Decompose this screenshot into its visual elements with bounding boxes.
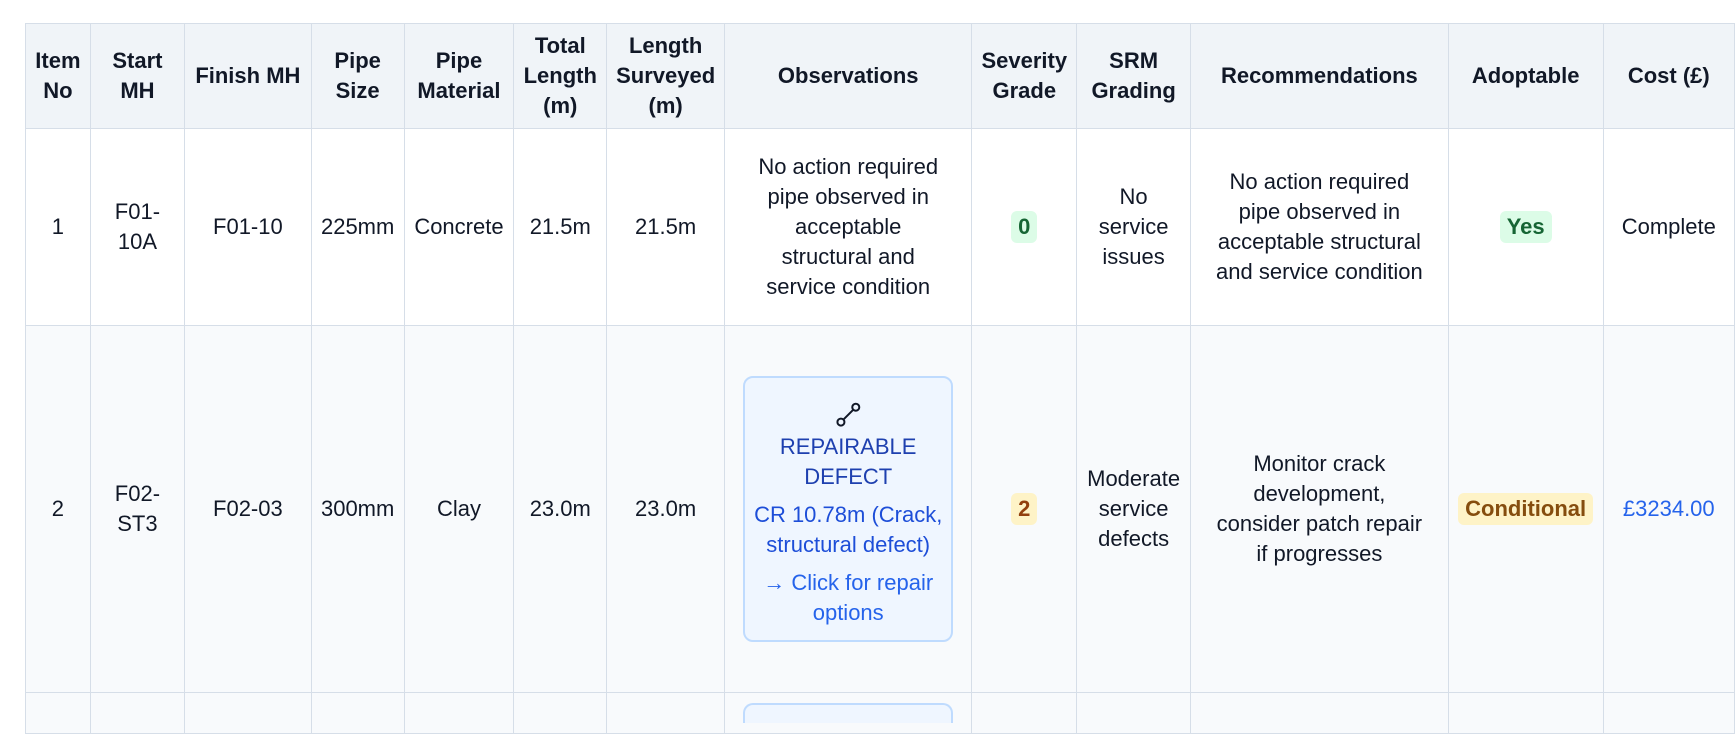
survey-table-container: Item No Start MH Finish MH Pipe Size Pip… — [25, 23, 1735, 734]
cell-start-mh: F01-10A — [89, 128, 186, 326]
cell-pipe-size: 300mm — [310, 325, 405, 693]
table-row: 1 F01-10A F01-10 225mm Concrete 21.5m 21… — [25, 128, 1735, 326]
defect-description: CR 10.78m (Crack, structural defect) — [754, 502, 943, 557]
header-pipe-size: Pipe Size — [310, 23, 405, 129]
table-row: 2 F02-ST3 F02-03 300mm Clay 23.0m 23.0m — [25, 325, 1735, 693]
cell-observations: No action required pipe observed in acce… — [724, 128, 973, 326]
header-severity-grade: Severity Grade — [971, 23, 1078, 129]
cell-adoptable: Conditional — [1447, 325, 1604, 693]
survey-results-table: Item No Start MH Finish MH Pipe Size Pip… — [25, 23, 1735, 734]
header-observations: Observations — [724, 23, 973, 129]
severity-grade-badge: 2 — [1011, 493, 1038, 525]
cell-severity-grade: 2 — [971, 325, 1078, 693]
cell-length-surveyed: 23.0m — [606, 325, 726, 693]
cell-pipe-material: Clay — [403, 325, 515, 693]
defect-title: REPAIRABLE DEFECT — [779, 434, 917, 489]
cell-observations: REPAIRABLE DEFECT CR 10.78m (Crack, stru… — [724, 325, 973, 693]
cell-cost: £3234.00 — [1602, 325, 1735, 693]
header-cost: Cost (£) — [1602, 23, 1735, 129]
cell-recommendations: Monitor crack development, consider patc… — [1190, 325, 1449, 693]
cell-pipe-material: Concrete — [403, 128, 515, 326]
adoptable-badge: Conditional — [1458, 493, 1594, 525]
cell-total-length: 21.5m — [513, 128, 608, 326]
repairable-defect-card[interactable] — [743, 703, 954, 723]
header-total-length: Total Length (m) — [513, 23, 608, 129]
header-item-no: Item No — [25, 23, 91, 129]
cell-recommendations: No action required pipe observed in acce… — [1190, 128, 1449, 326]
cell-srm-grading: Moderate service defects — [1076, 325, 1191, 693]
cell-item-no: 2 — [25, 325, 91, 693]
cost-link[interactable]: £3234.00 — [1622, 496, 1715, 521]
table-row — [25, 692, 1735, 734]
header-adoptable: Adoptable — [1447, 23, 1604, 129]
cell-length-surveyed: 21.5m — [606, 128, 726, 326]
adoptable-badge: Yes — [1499, 211, 1552, 243]
repairable-defect-card[interactable]: REPAIRABLE DEFECT CR 10.78m (Crack, stru… — [743, 376, 954, 642]
cell-finish-mh: F02-03 — [184, 325, 312, 693]
header-recommendations: Recommendations — [1190, 23, 1449, 129]
header-start-mh: Start MH — [89, 23, 186, 129]
cell-pipe-size: 225mm — [310, 128, 405, 326]
table-header-row: Item No Start MH Finish MH Pipe Size Pip… — [25, 23, 1735, 129]
cell-srm-grading: No service issues — [1076, 128, 1191, 326]
wrench-icon — [751, 400, 945, 430]
repair-options-link[interactable]: → Click for repair options — [763, 570, 934, 625]
cell-severity-grade: 0 — [971, 128, 1078, 326]
cell-cost: Complete — [1602, 128, 1735, 326]
header-length-surveyed: Length Surveyed (m) — [606, 23, 726, 129]
header-pipe-material: Pipe Material — [403, 23, 515, 129]
severity-grade-badge: 0 — [1011, 211, 1038, 243]
cell-start-mh: F02-ST3 — [89, 325, 186, 693]
cell-total-length: 23.0m — [513, 325, 608, 693]
header-srm-grading: SRM Grading — [1076, 23, 1191, 129]
cell-item-no: 1 — [25, 128, 91, 326]
cell-finish-mh: F01-10 — [184, 128, 312, 326]
cell-adoptable: Yes — [1447, 128, 1604, 326]
header-finish-mh: Finish MH — [184, 23, 312, 129]
